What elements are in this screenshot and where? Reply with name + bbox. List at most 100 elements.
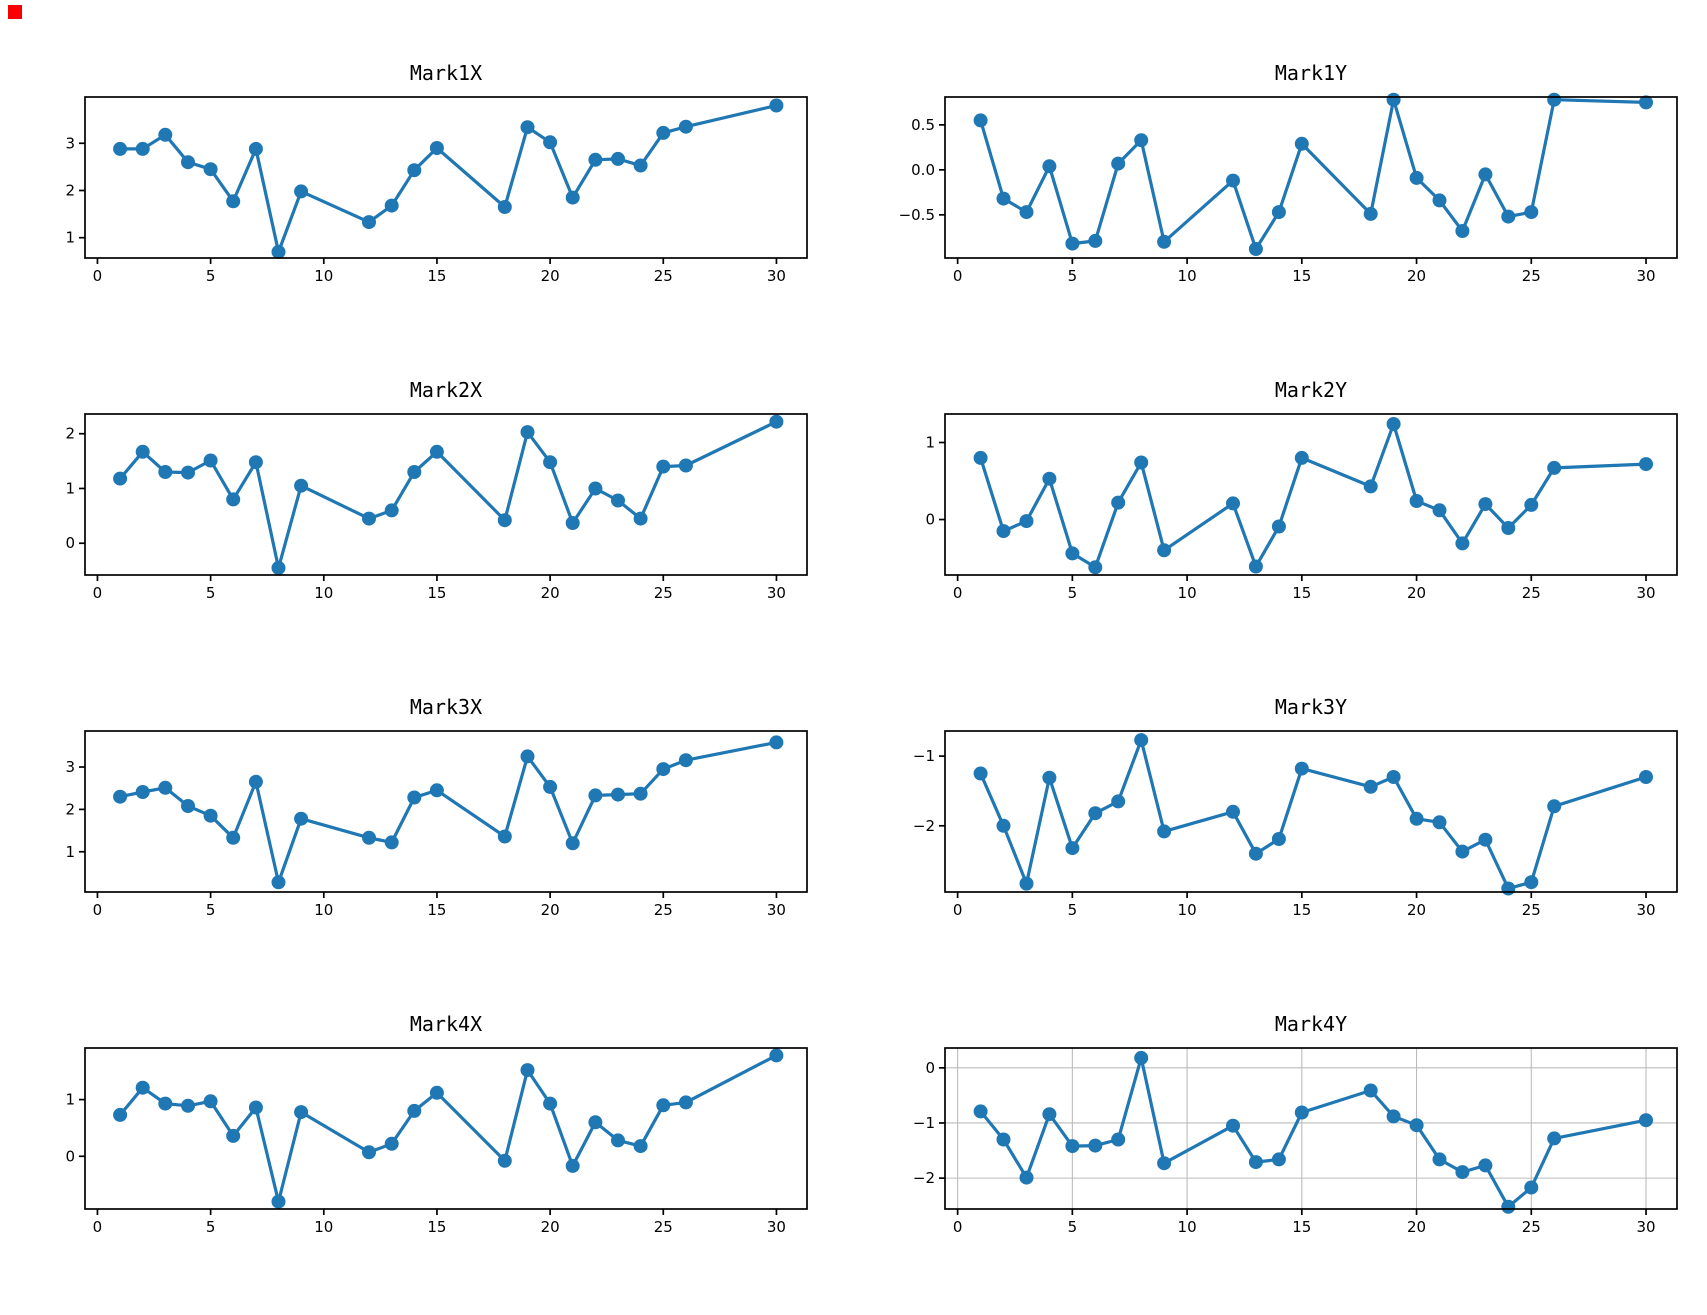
data-point [429, 141, 444, 155]
data-point [497, 1153, 512, 1168]
chart-title: Mark4X [409, 1012, 483, 1036]
x-tick-label: 20 [1407, 584, 1426, 602]
x-tick-label: 25 [1522, 267, 1541, 285]
data-point [1226, 496, 1240, 511]
data-point [384, 835, 399, 850]
y-tick-label: 3 [65, 134, 75, 152]
data-point [1065, 546, 1080, 561]
data-point [1386, 1109, 1401, 1124]
data-point [1226, 1118, 1240, 1133]
data-point [1432, 503, 1447, 518]
chart-panel-mark3y: Mark3Y 0 5 10 15 20 25 30 −1 −2 [875, 686, 1699, 928]
data-point [1363, 1083, 1378, 1098]
data-point [1019, 514, 1034, 529]
data-point [1271, 832, 1286, 846]
data-point [543, 135, 558, 150]
data-point [271, 875, 286, 890]
y-tick-label: 0 [925, 1059, 935, 1077]
x-tick-label: 5 [206, 901, 216, 919]
data-point [656, 762, 671, 777]
data-point [497, 513, 512, 528]
data-point [1386, 92, 1401, 107]
data-point [1248, 1155, 1263, 1170]
data-point [248, 141, 263, 156]
axes-box [944, 96, 1678, 259]
data-point [565, 516, 580, 530]
data-point [226, 194, 241, 209]
data-point [429, 783, 444, 798]
x-tick-label: 30 [767, 901, 786, 919]
chart-panel-mark3x: Mark3X 0 5 10 15 20 25 30 3 2 1 [15, 686, 829, 928]
y-tick-label: 3 [65, 758, 75, 776]
y-tick-label: −2 [913, 1169, 935, 1187]
data-point [611, 151, 625, 166]
data-markers [973, 417, 1653, 575]
data-markers [113, 735, 784, 890]
x-tick-label: 5 [206, 584, 216, 602]
data-point [1432, 193, 1447, 208]
data-point [181, 799, 195, 813]
data-point [633, 786, 648, 801]
x-tick-label: 0 [93, 584, 103, 602]
x-tick-label: 5 [1068, 1218, 1078, 1236]
data-point [1042, 1107, 1057, 1122]
data-point [1065, 1139, 1080, 1154]
data-point [407, 163, 422, 178]
data-point [113, 789, 128, 804]
data-point [996, 1132, 1011, 1147]
axes-box [84, 1047, 808, 1210]
data-point [248, 455, 263, 470]
data-point [181, 155, 195, 170]
x-tick-label: 15 [1292, 901, 1311, 919]
y-tick-label: 2 [65, 425, 75, 443]
data-point [181, 1098, 195, 1113]
data-point [1134, 133, 1149, 148]
data-point [1524, 875, 1539, 890]
chart-plot-mark3x: 0 5 10 15 20 25 30 3 2 1 [65, 730, 808, 919]
axes-box [944, 413, 1678, 576]
data-point [362, 830, 376, 845]
x-tick-label: 10 [1178, 267, 1197, 285]
data-point [1524, 205, 1539, 220]
data-point [1226, 173, 1240, 188]
data-point [1409, 494, 1424, 508]
data-point [1478, 1158, 1493, 1173]
chart-panel-mark4x: Mark4X 0 5 10 15 20 25 30 1 0 [15, 1003, 829, 1245]
y-tick-label: 1 [65, 1091, 75, 1109]
data-point [588, 1115, 603, 1130]
data-point [769, 98, 784, 113]
data-point [1639, 457, 1653, 472]
y-tick-label: 1 [65, 843, 75, 861]
data-point [1501, 521, 1516, 535]
data-point [1639, 770, 1653, 784]
data-point [1019, 1170, 1034, 1185]
x-tick-label: 0 [953, 584, 963, 602]
x-tick-label: 25 [1522, 1218, 1541, 1236]
data-point [1134, 1050, 1149, 1065]
data-line [978, 98, 1648, 251]
x-tick-label: 10 [314, 1218, 333, 1236]
y-tick-label: 0.0 [911, 161, 935, 179]
data-point [294, 811, 309, 826]
data-point [135, 444, 150, 459]
data-point [588, 152, 603, 167]
data-point [1088, 233, 1103, 248]
x-tick-label: 0 [953, 901, 963, 919]
data-point [497, 829, 512, 844]
x-tick-label: 10 [314, 901, 333, 919]
x-tick-label: 10 [1178, 584, 1197, 602]
y-tick-label: 0 [65, 1147, 75, 1165]
data-point [1111, 1132, 1126, 1147]
data-point [1409, 811, 1424, 826]
data-point [203, 1094, 218, 1109]
chart-panel-mark4y: Mark4Y 0 5 10 15 20 25 30 0 −1 −2 [875, 1003, 1699, 1245]
data-point [1088, 560, 1103, 575]
data-line [978, 1056, 1648, 1209]
x-tick-label: 0 [93, 1218, 103, 1236]
data-point [565, 836, 580, 851]
y-tick-label: 1 [65, 229, 75, 247]
data-point [543, 1096, 558, 1111]
chart-plot-mark4y: 0 5 10 15 20 25 30 0 −1 −2 [913, 1047, 1678, 1236]
